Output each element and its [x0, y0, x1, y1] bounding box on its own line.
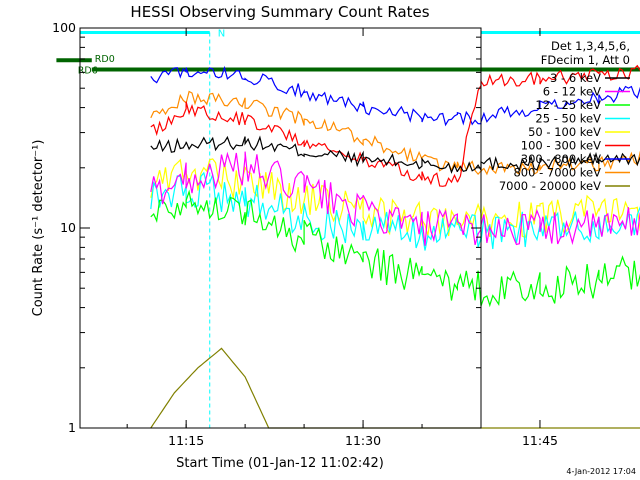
- series-line-800-7000-kev: [150, 90, 640, 176]
- x-axis-label: Start Time (01-Jan-12 11:02:42): [176, 456, 384, 471]
- series-line-6-12-kev: [150, 151, 640, 246]
- legend-label-800-7000-kev: 800 - 7000 keV: [513, 166, 601, 180]
- x-tick-label-11-30: 11:30: [345, 433, 381, 448]
- legend-label-100-300-kev: 100 - 300 keV: [521, 139, 601, 153]
- night-label: N: [218, 28, 225, 39]
- decimation-label-rd0: RD0: [95, 54, 115, 65]
- series-line-300-800-kev: [150, 65, 640, 127]
- y-tick-label-1: 1: [68, 420, 76, 435]
- footer-timestamp: 4-Jan-2012 17:04: [566, 467, 636, 476]
- series-line-12-25-kev: [150, 189, 640, 308]
- series-line-100-300-kev: [150, 64, 640, 187]
- chart-title: HESSI Observing Summary Count Rates: [130, 3, 429, 21]
- legend-label-12-25-kev: 12 - 25 keV: [535, 98, 601, 112]
- x-tick-label-11-45: 11:45: [522, 433, 558, 448]
- y-tick-label-100: 100: [52, 20, 76, 35]
- y-axis-label: Count Rate (s⁻¹ detector⁻¹): [31, 140, 46, 317]
- legend-header-line-1: Det 1,3,4,5,6,: [551, 39, 630, 53]
- legend-label-3-6-kev: 3 - 6 keV: [550, 71, 601, 85]
- legend-label-6-12-kev: 6 - 12 keV: [543, 85, 601, 99]
- y-tick-label-10: 10: [60, 220, 76, 235]
- plot-layer: NRD0RD6F: [56, 28, 640, 429]
- legend-label-7000-20000-kev: 7000 - 20000 keV: [499, 179, 601, 193]
- series-line-50-100-kev: [150, 158, 640, 239]
- legend-label-50-100-kev: 50 - 100 keV: [528, 125, 601, 139]
- series-line-3-6-kev: [150, 135, 640, 174]
- legend-label-300-800-kev: 300 - 800 keV: [521, 152, 601, 166]
- x-tick-label-11-15: 11:15: [168, 433, 204, 448]
- decimation-label-rd6: RD6: [78, 66, 98, 77]
- series-line-25-50-kev: [150, 171, 640, 251]
- legend-header-line-2: FDecim 1, Att 0: [541, 53, 630, 67]
- legend-label-25-50-kev: 25 - 50 keV: [535, 112, 601, 126]
